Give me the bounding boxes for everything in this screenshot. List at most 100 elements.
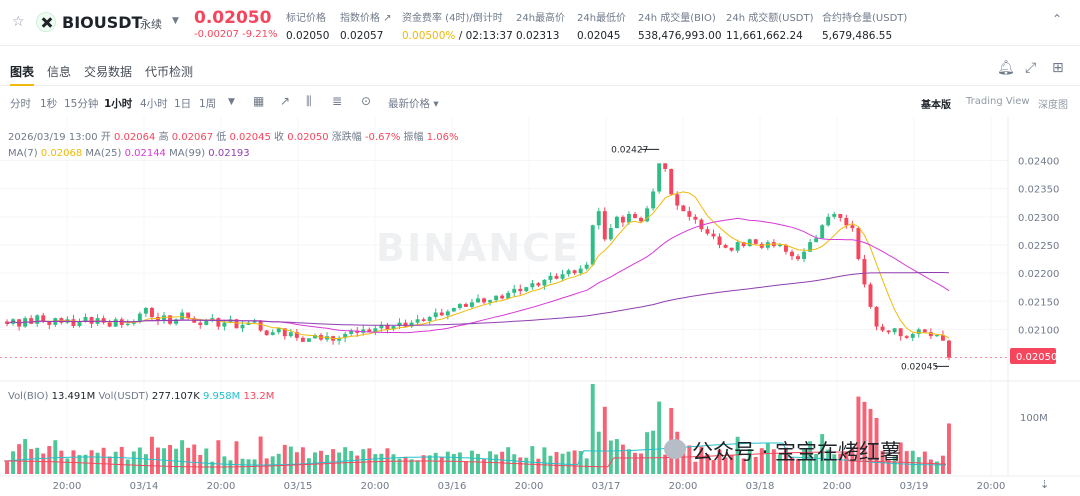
volume-bar — [47, 446, 52, 474]
candle-body — [783, 244, 788, 252]
grid-layout-icon[interactable]: ⊞ — [1052, 60, 1064, 76]
candle-body — [922, 329, 927, 333]
tab-info[interactable]: 信息 — [47, 65, 72, 79]
high-marker-label: 0.02427 — [611, 145, 648, 155]
candle-body — [494, 295, 499, 301]
candle-body — [270, 332, 275, 336]
volume-bar — [494, 454, 499, 474]
candle-body — [572, 270, 577, 274]
volume-bar — [626, 449, 631, 474]
candle-body — [886, 330, 891, 333]
candle-body — [439, 312, 444, 316]
index-price-stat[interactable]: 指数价格 ↗ 0.02057 — [340, 9, 392, 42]
view-basic[interactable]: 基本版 — [921, 100, 951, 111]
price-type-select[interactable]: 最新价格 ▾ — [388, 98, 439, 110]
candle-body — [379, 324, 384, 329]
settings-icon[interactable]: ⊙ — [361, 94, 372, 108]
candle-body — [814, 238, 819, 243]
timeframe-1w[interactable]: 1周 — [199, 98, 217, 110]
volume-ma-lines — [3, 442, 947, 468]
time-tick-label: 20:00 — [515, 481, 544, 492]
candle-body — [808, 242, 813, 252]
timeframe-1h[interactable]: 1小时 — [104, 98, 133, 110]
ohlc-legend: 2026/03/19 13:00 开 0.02064 高 0.02067 低 0… — [8, 128, 459, 143]
volume-bar — [41, 453, 46, 474]
timeframe-4h[interactable]: 4小时 — [140, 98, 168, 110]
volume-bar — [753, 456, 758, 474]
tab-token-check[interactable]: 代币检测 — [145, 65, 194, 79]
volume-bar — [433, 452, 438, 474]
candle-body — [313, 335, 317, 339]
low-24h-label: 24h最低价 — [577, 13, 627, 24]
timeframe-1s[interactable]: 1秒 — [40, 98, 58, 110]
symbol-dropdown-icon[interactable]: ▼ — [172, 16, 179, 26]
volume-bar — [898, 442, 903, 474]
tab-trading-data[interactable]: 交易数据 — [84, 65, 133, 79]
open-interest-value: 5,679,486.55 — [822, 30, 893, 42]
candle-body — [451, 308, 456, 312]
funding-rate-percent: 0.00500% — [402, 30, 456, 42]
calendar-icon[interactable]: ▦ — [253, 94, 265, 108]
volume-bar — [403, 456, 408, 474]
line-chart-icon[interactable]: ↗ — [280, 94, 291, 108]
candle-body — [29, 318, 34, 324]
volume-bar — [258, 436, 263, 474]
favorite-star-icon[interactable]: ☆ — [12, 14, 25, 30]
candle-body — [940, 335, 945, 341]
price-chart[interactable]: 0.02400 0.02350 0.02300 0.02250 0.02200 0.021… — [0, 116, 1080, 496]
vol-bio-label: Vol(BIO) — [8, 391, 49, 402]
candle-body — [620, 216, 625, 223]
indicators-icon[interactable]: ≣ — [332, 94, 343, 108]
volume-bar — [391, 454, 396, 474]
volume-bar — [663, 454, 668, 474]
bell-icon[interactable]: 🔔︎ — [997, 60, 1015, 76]
volume-bar — [530, 446, 535, 474]
price-tick-label: 0.02150 — [1018, 297, 1059, 308]
volume-bar — [934, 461, 939, 474]
candle-body — [325, 336, 330, 340]
volume-bar — [427, 455, 432, 474]
volume-bar — [874, 417, 879, 474]
auto-scale-icon[interactable]: ⇣ — [1040, 478, 1049, 491]
candle-body — [633, 214, 637, 218]
timeframe-1d[interactable]: 1日 — [174, 98, 192, 110]
candlestick-icon[interactable]: ⫼ — [306, 94, 312, 108]
price-markers: 0.02427 0.02045 — [0, 145, 1008, 372]
volume-bar — [512, 454, 517, 474]
candle-body — [717, 236, 722, 245]
candle-body — [608, 228, 613, 240]
symbol-name[interactable]: BIOUSDT — [62, 13, 143, 32]
high-24h-value: 0.02313 — [516, 30, 560, 42]
candle-body — [457, 304, 462, 309]
ma7-label: MA(7) — [8, 148, 38, 159]
candle-body — [711, 233, 716, 237]
volume-bar — [777, 454, 782, 474]
view-trading-view[interactable]: Trading View — [966, 96, 1030, 107]
candle-body — [421, 319, 426, 321]
more-timeframes-icon[interactable]: ▼ — [228, 97, 235, 107]
candle-body — [530, 283, 535, 288]
view-depth[interactable]: 深度图 — [1038, 100, 1068, 111]
candle-body — [409, 322, 414, 327]
volume-bar — [361, 449, 366, 474]
volume-bar — [602, 406, 607, 474]
volume-bar — [107, 456, 112, 474]
chart-gridlines — [0, 116, 1008, 476]
timeframe-15m[interactable]: 15分钟 — [64, 98, 99, 110]
tab-chart[interactable]: 图表 — [10, 65, 35, 79]
candle-body — [5, 321, 9, 324]
funding-rate-value: 0.00500% / 02:13:37 — [402, 30, 513, 42]
volume-bar — [862, 401, 867, 474]
candle-body — [240, 324, 245, 329]
chevron-up-icon[interactable]: ⌃ — [1052, 12, 1063, 26]
volume-bar — [439, 457, 444, 474]
expand-icon[interactable]: ⤢ — [1025, 60, 1037, 76]
volume-bar — [306, 458, 311, 474]
volume-bar — [83, 454, 88, 474]
timeframe-line[interactable]: 分时 — [10, 98, 31, 110]
volume-bar — [421, 455, 426, 474]
volume-bar — [162, 448, 166, 474]
volume-bar — [186, 447, 191, 474]
vol-ma1-value: 9.958M — [203, 391, 241, 402]
volume-bar — [608, 440, 613, 474]
